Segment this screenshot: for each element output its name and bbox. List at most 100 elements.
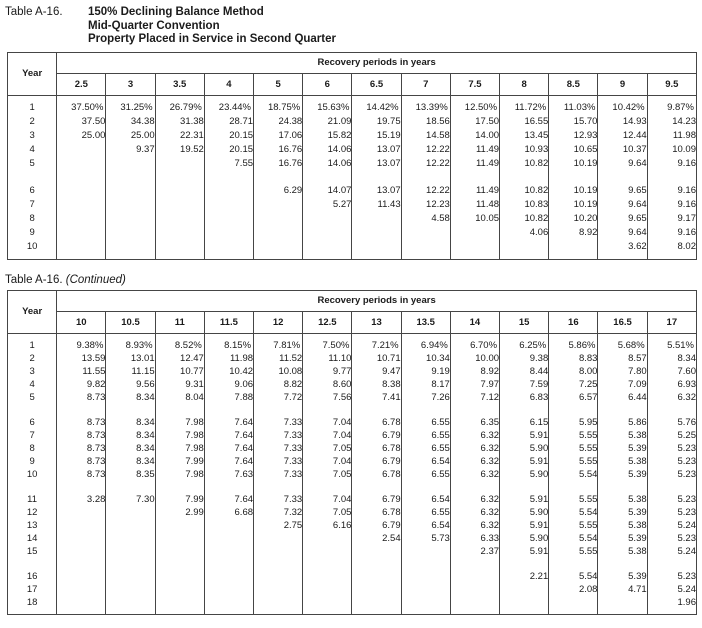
rate-cell [105, 518, 156, 532]
rate-cell: 5.55 [548, 454, 598, 468]
rate-cell: 5.55 [548, 428, 598, 442]
rate-cell: 15.19 [351, 128, 402, 143]
rate-cell [499, 595, 549, 609]
rate-cell: 5.91 [499, 428, 549, 442]
table-row-year-12: 12 2.99 6.68 7.32 7.05 6.78 6.55 6.32 5.90 5.54 5.… [6, 505, 697, 519]
rate-cell: 12.44 [597, 128, 648, 143]
rate-cell: 6.44 [597, 390, 648, 404]
rate-cell: 7.63 [203, 467, 254, 481]
rate-cell [154, 544, 205, 558]
rate-cell: 5.90 [499, 531, 549, 545]
group-gap-row [6, 480, 697, 493]
rate-cell [449, 582, 500, 596]
rate-cell: 7.33 [253, 428, 303, 442]
rate-cell [400, 544, 451, 558]
rate-cell: 14.07 [302, 183, 352, 198]
rate-cell: 6.55 [400, 505, 451, 519]
empty-cell [56, 403, 106, 416]
empty-cell [203, 403, 254, 416]
rate-cell: 19.52 [154, 142, 205, 157]
rate-cell: 21.09 [302, 114, 352, 129]
rate-cell: 31.38 [154, 114, 205, 129]
rate-cell: 7.05 [302, 467, 352, 481]
rate-cell: 24.38 [253, 114, 303, 129]
spacer-row [6, 95, 697, 101]
year-cell: 1 [6, 338, 57, 352]
empty-cell [646, 403, 697, 416]
rate-cell: 7.97 [449, 377, 500, 391]
rate-cell [253, 569, 303, 583]
rate-cell: 5.23 [646, 467, 697, 481]
rate-cell [105, 505, 156, 519]
rate-cell: 25.00 [56, 128, 106, 143]
rate-cell: 8.93% [105, 338, 156, 352]
rate-cell: 7.88 [203, 390, 254, 404]
rate-cell: 23.44% [203, 100, 254, 115]
empty-cell [302, 170, 352, 184]
rate-cell: 8.73 [56, 390, 106, 404]
empty-cell [548, 480, 598, 493]
rate-cell: 7.64 [203, 428, 254, 442]
empty-cell [351, 480, 402, 493]
rate-cell [154, 239, 205, 254]
rate-cell [253, 544, 303, 558]
rate-cell: 7.25 [548, 377, 598, 391]
rate-cell: 14.00 [449, 128, 500, 143]
rate-cell: 8.73 [56, 454, 106, 468]
rate-cell: 31.25% [105, 100, 156, 115]
period-column-header: 6 [302, 73, 352, 96]
rate-cell: 5.86 [597, 415, 648, 429]
rate-cell: 6.79 [351, 492, 402, 506]
empty-cell [203, 95, 254, 101]
rate-cell: 7.33 [253, 492, 303, 506]
rate-cell [56, 239, 106, 254]
rate-cell: 5.91 [499, 544, 549, 558]
rate-cell: 11.72% [499, 100, 549, 115]
period-column-header: 12 [253, 311, 303, 334]
year-column-header: Year [6, 52, 57, 96]
empty-cell [154, 95, 205, 101]
rate-cell [105, 544, 156, 558]
rate-cell: 11.98 [646, 128, 697, 143]
rate-cell [203, 569, 254, 583]
rate-cell: 15.82 [302, 128, 352, 143]
empty-cell [154, 557, 205, 570]
rate-cell: 9.16 [646, 183, 697, 198]
rate-cell [449, 569, 500, 583]
empty-cell [548, 403, 598, 416]
rate-cell: 10.82 [499, 211, 549, 226]
rate-cell [56, 582, 106, 596]
rate-cell: 2.08 [548, 582, 598, 596]
period-column-header: 13 [351, 311, 402, 334]
empty-cell [105, 480, 156, 493]
rate-cell: 5.39 [597, 569, 648, 583]
empty-cell [499, 557, 549, 570]
empty-cell [646, 170, 697, 184]
empty-cell [105, 253, 156, 259]
rate-cell: 7.64 [203, 441, 254, 455]
empty-cell [400, 557, 451, 570]
rate-cell [154, 211, 205, 226]
empty-cell [499, 95, 549, 101]
table-row-year-6: 6 8.73 8.34 7.98 7.64 7.33 7.04 6.78 6.55 6.35 6.1… [6, 415, 697, 429]
rate-cell: 11.49 [449, 142, 500, 157]
rate-cell: 7.99 [154, 492, 205, 506]
table-row-year-1: 1 9.38% 8.93% 8.52% 8.15% 7.81% 7.50% 7.21% 6.94… [6, 338, 697, 352]
rate-cell: 5.91 [499, 492, 549, 506]
empty-cell [597, 253, 648, 259]
rate-cell: 11.49 [449, 183, 500, 198]
rate-cell: 8.34 [646, 351, 697, 365]
rate-cell: 5.24 [646, 518, 697, 532]
period-column-header: 9 [597, 73, 648, 96]
rate-cell: 10.82 [499, 156, 549, 171]
empty-cell [548, 170, 598, 184]
rate-cell: 5.54 [548, 505, 598, 519]
rate-cell: 8.73 [56, 441, 106, 455]
rate-cell: 7.98 [154, 441, 205, 455]
rate-cell: 9.56 [105, 377, 156, 391]
period-column-header: 5 [253, 73, 303, 96]
rate-cell: 8.38 [351, 377, 402, 391]
rate-cell: 18.56 [400, 114, 451, 129]
rate-cell: 7.33 [253, 441, 303, 455]
period-column-header: 15 [499, 311, 549, 334]
